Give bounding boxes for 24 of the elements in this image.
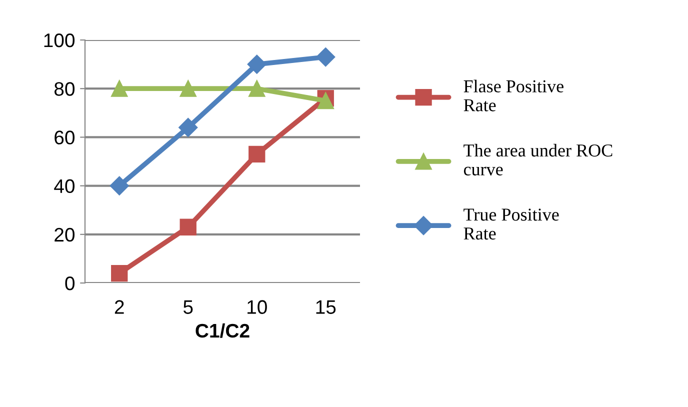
y-tick-label: 100 — [44, 33, 75, 48]
point — [111, 264, 128, 282]
y-tick-label: 60 — [54, 130, 75, 144]
x-tick-label: 10 — [248, 300, 267, 314]
legend-label: The area under ROC curve — [464, 144, 612, 176]
point — [180, 80, 196, 97]
x-tick-label: 15 — [316, 300, 336, 314]
x-axis-title: C1/C2 — [196, 323, 250, 338]
x-tick-label: 5 — [183, 300, 193, 314]
point — [111, 80, 128, 97]
y-tick-label: 0 — [65, 276, 75, 290]
point — [248, 146, 266, 163]
y-tick-label: 80 — [54, 82, 75, 96]
point — [180, 218, 196, 236]
point — [316, 47, 336, 67]
point — [178, 118, 198, 138]
point — [248, 80, 266, 97]
point — [247, 54, 266, 74]
legend-label: True Positive Rate — [464, 208, 559, 240]
y-tick-label: 40 — [54, 179, 75, 194]
legend-label: Flase Positive Rate — [464, 80, 564, 112]
x-tick-label: 2 — [114, 300, 124, 314]
y-tick-label: 20 — [54, 228, 75, 242]
point — [110, 176, 129, 196]
